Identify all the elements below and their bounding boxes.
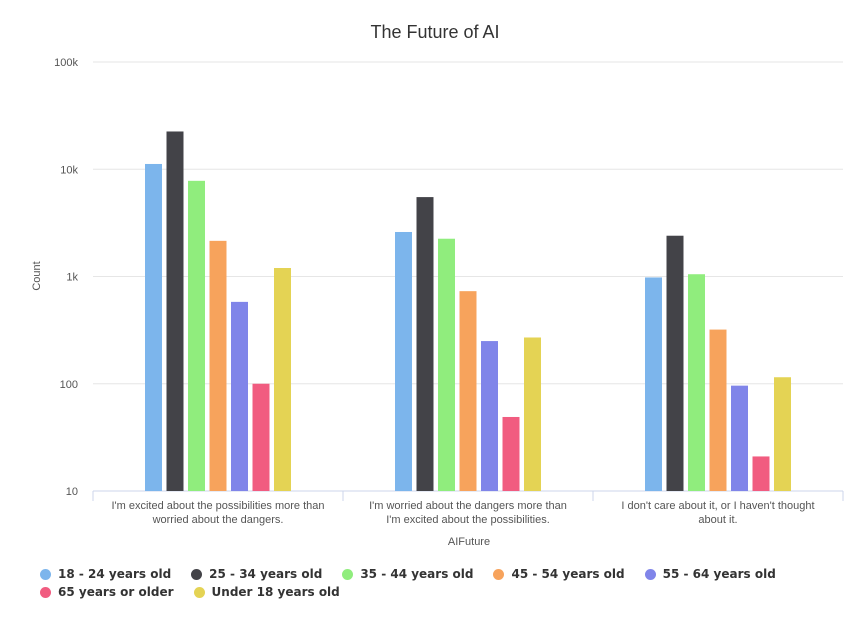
x-category-label: I'm excited about the possibilities more… <box>111 500 324 526</box>
bar[interactable] <box>166 131 184 491</box>
x-axis: I'm excited about the possibilities more… <box>92 491 844 526</box>
legend: 18 - 24 years old 25 - 34 years old 35 - 4… <box>40 566 850 600</box>
legend-marker <box>193 586 205 598</box>
legend-item[interactable]: 18 - 24 years old <box>40 566 171 582</box>
bar[interactable] <box>145 163 162 491</box>
bar[interactable] <box>666 235 684 491</box>
legend-label: 35 - 44 years old <box>360 567 474 581</box>
y-tick-label: 100 <box>60 379 78 391</box>
legend-marker <box>644 568 656 580</box>
x-axis-title: AIFuture <box>448 536 490 548</box>
legend-label: 25 - 34 years old <box>209 567 323 581</box>
legend-label: 45 - 54 years old <box>511 567 625 581</box>
bar[interactable] <box>188 180 205 491</box>
bar[interactable] <box>481 341 498 491</box>
chart-title: The Future of AI <box>370 22 499 42</box>
legend-marker <box>40 586 51 598</box>
bar[interactable] <box>502 416 520 491</box>
legend-item[interactable]: 35 - 44 years old <box>342 566 473 582</box>
bar[interactable] <box>231 301 248 491</box>
bar[interactable] <box>688 274 705 491</box>
x-category-label: I don't care about it, or I haven't thou… <box>621 500 814 526</box>
legend-item[interactable]: 25 - 34 years old <box>191 566 322 582</box>
bar[interactable] <box>252 383 270 491</box>
y-tick-label: 1k <box>66 272 78 284</box>
bar[interactable] <box>274 268 291 491</box>
bar[interactable] <box>774 377 791 491</box>
y-tick-label: 100k <box>54 57 78 69</box>
bar[interactable] <box>416 197 434 491</box>
bar[interactable] <box>209 240 227 491</box>
legend-label: Under 18 years old <box>211 585 340 599</box>
bar[interactable] <box>645 277 662 491</box>
legend-item[interactable]: 55 - 64 years old <box>644 566 776 582</box>
bar[interactable] <box>459 291 477 491</box>
legend-item[interactable]: 65 years or older <box>40 584 174 600</box>
legend-label: 65 years or older <box>58 585 174 599</box>
legend-marker <box>191 568 203 580</box>
bar[interactable] <box>752 456 770 491</box>
y-tick-label: 10 <box>66 486 78 498</box>
bar[interactable] <box>709 329 727 491</box>
bar[interactable] <box>524 337 541 491</box>
x-category-label: I'm worried about the dangers more than I… <box>369 500 567 526</box>
y-axis-ticks: 10 100 1k 10k 100k <box>54 57 78 498</box>
y-axis-title: Count <box>31 261 43 290</box>
chart-canvas: The Future of AI 10 100 1k 10k 100k Count I'… <box>31 22 844 548</box>
bar[interactable] <box>395 231 412 491</box>
legend-label: 18 - 24 years old <box>58 567 172 581</box>
legend-item[interactable]: Under 18 years old <box>193 584 340 600</box>
legend-marker <box>493 568 505 580</box>
legend-marker <box>342 568 354 580</box>
legend-item[interactable]: 45 - 54 years old <box>493 566 625 582</box>
bar[interactable] <box>731 385 748 491</box>
bars <box>145 131 791 491</box>
legend-marker <box>40 568 51 580</box>
y-tick-label: 10k <box>60 164 78 176</box>
legend-label: 55 - 64 years old <box>662 567 776 581</box>
bar[interactable] <box>438 238 455 491</box>
